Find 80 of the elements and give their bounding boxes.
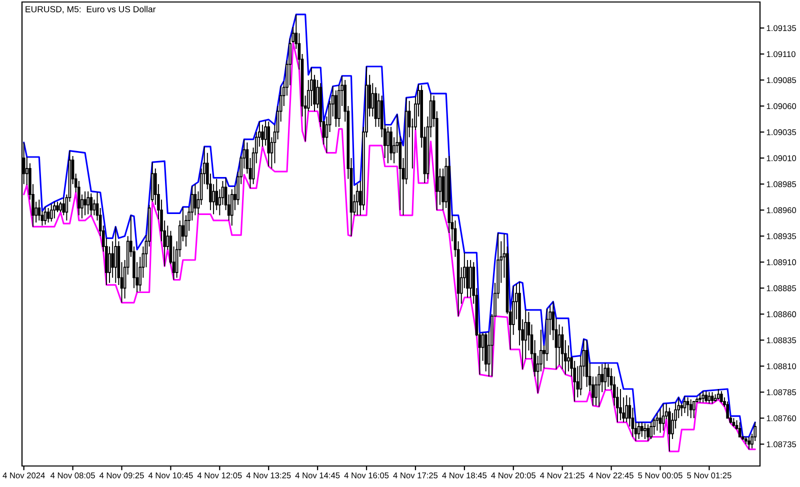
- candlestick: [386, 126, 390, 164]
- candlestick: [716, 388, 720, 400]
- candlestick: [732, 418, 736, 427]
- candlestick: [720, 390, 723, 404]
- candlestick: [683, 396, 686, 414]
- candlestick: [644, 422, 646, 440]
- candlestick: [692, 401, 696, 419]
- chart-title: EURUSD, M5: Euro vs US Dollar: [26, 6, 156, 14]
- candlestick: [86, 190, 90, 215]
- y-tick-label: 1.08810: [766, 363, 796, 370]
- candlestick: [748, 436, 750, 450]
- candlestick: [50, 203, 53, 222]
- candlestick: [656, 412, 659, 432]
- y-tick-label: 1.08885: [766, 285, 796, 292]
- candlestick: [44, 206, 47, 226]
- candlestick: [573, 360, 576, 402]
- candlestick: [53, 201, 56, 219]
- candlestick: [650, 422, 652, 440]
- candlestick: [698, 392, 702, 404]
- y-tick-label: 1.08960: [766, 207, 796, 214]
- y-tick-label: 1.08735: [766, 441, 796, 448]
- candlestick: [261, 124, 264, 148]
- y-tick-label: 1.08785: [766, 389, 796, 396]
- candlestick: [310, 67, 313, 107]
- candlestick: [702, 390, 704, 404]
- candlestick: [738, 422, 742, 438]
- candlestick: [267, 121, 270, 167]
- candlestick: [59, 201, 62, 213]
- candlestick: [704, 390, 708, 404]
- candlestick: [625, 394, 628, 423]
- x-tick-label: 4 Nov 22:45: [589, 472, 634, 478]
- x-tick-label: 4 Nov 16:05: [344, 472, 389, 478]
- candlestick: [585, 340, 588, 388]
- x-tick-label: 5 Nov 01:25: [687, 472, 732, 478]
- candlestick: [646, 424, 650, 442]
- x-tick-label: 4 Nov 09:25: [99, 472, 144, 478]
- y-tick-label: 1.09010: [766, 155, 796, 162]
- candlestick: [606, 364, 610, 388]
- y-tick-label: 1.09060: [766, 103, 796, 110]
- candlestick: [356, 184, 359, 216]
- x-tick-label: 4 Nov 10:45: [148, 472, 193, 478]
- candlestick: [689, 398, 692, 419]
- candlestick: [662, 403, 665, 432]
- candlestick: [686, 396, 690, 417]
- candlestick: [640, 422, 644, 438]
- candlestick: [374, 86, 378, 128]
- x-tick-label: 4 Nov 13:25: [246, 472, 291, 478]
- candlestick: [90, 192, 93, 216]
- candlestick: [114, 226, 118, 284]
- x-tick-label: 4 Nov 2024: [2, 472, 45, 478]
- candlestick: [710, 392, 714, 404]
- y-tick-label: 1.08910: [766, 259, 796, 266]
- candlestick: [604, 362, 607, 391]
- candlestick: [637, 422, 640, 440]
- x-tick-label: 4 Nov 20:05: [491, 472, 536, 478]
- candlestick: [668, 407, 671, 452]
- y-tick-label: 1.09085: [766, 77, 796, 84]
- candlestick: [619, 388, 622, 421]
- candlestick: [84, 190, 86, 216]
- candlestick: [708, 392, 711, 404]
- candlestick: [390, 126, 392, 161]
- candlestick: [150, 162, 154, 202]
- y-tick-label: 1.09035: [766, 129, 796, 136]
- x-tick-label: 4 Nov 17:25: [393, 472, 438, 478]
- x-tick-label: 4 Nov 21:25: [540, 472, 584, 478]
- y-tick-label: 1.09135: [766, 25, 796, 32]
- x-tick-label: 4 Nov 18:45: [442, 472, 487, 478]
- y-tick-label: 1.08835: [766, 337, 796, 344]
- x-tick-label: 4 Nov 08:05: [50, 472, 95, 478]
- x-tick-label: 4 Nov 14:45: [295, 472, 340, 478]
- y-tick-label: 1.08935: [766, 233, 796, 240]
- candlestick: [598, 366, 600, 408]
- x-tick-label: 4 Nov 12:05: [197, 472, 242, 478]
- candlestick: [230, 188, 234, 226]
- x-tick-label: 5 Nov 00:05: [638, 472, 682, 478]
- y-tick-label: 1.08985: [766, 181, 796, 188]
- y-tick-label: 1.08760: [766, 415, 796, 422]
- y-tick-label: 1.08860: [766, 311, 796, 318]
- y-tick-label: 1.09110: [766, 51, 796, 58]
- candlestick: [46, 208, 50, 224]
